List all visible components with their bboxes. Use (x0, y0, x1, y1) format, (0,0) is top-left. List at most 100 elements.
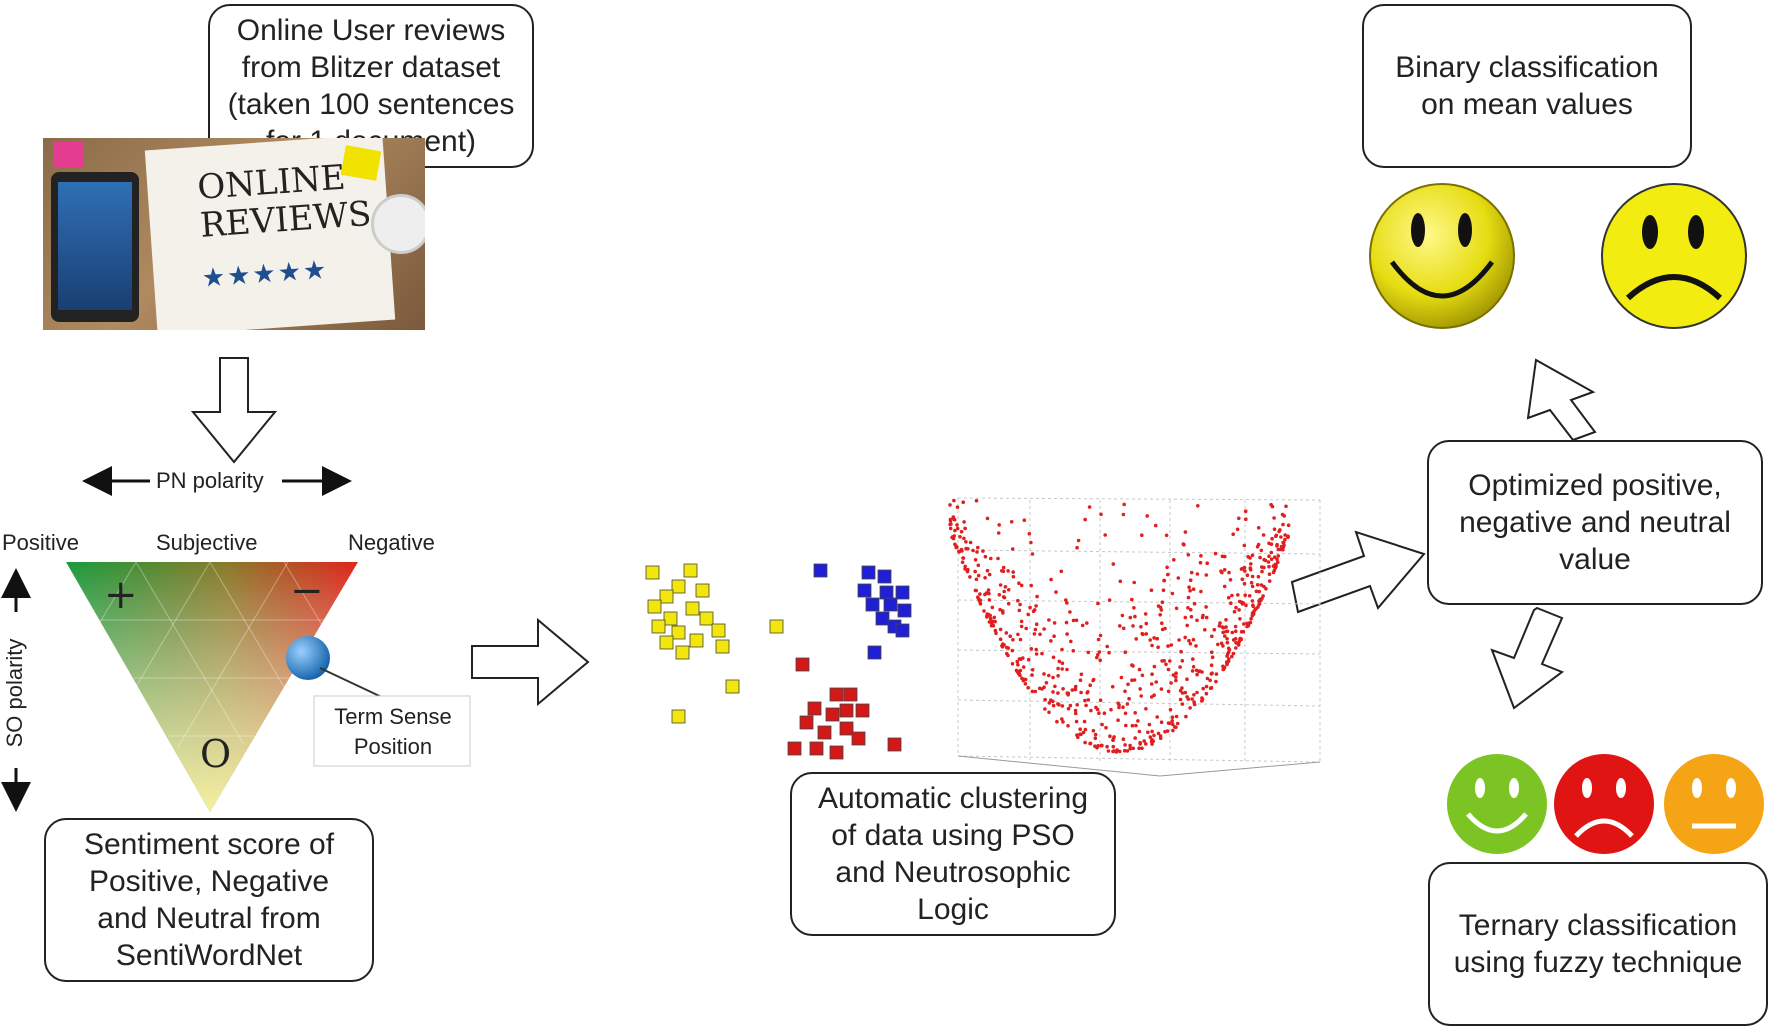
scatter-point (1073, 708, 1078, 713)
scatter-point (1148, 638, 1152, 642)
scatter-point (1112, 749, 1116, 753)
cluster-point (659, 589, 674, 604)
plus-sign: + (104, 572, 138, 618)
scatter-point (1180, 659, 1185, 663)
scatter-point (1276, 554, 1281, 558)
source-line: from Blitzer dataset (241, 51, 501, 84)
scatter-point (1043, 697, 1047, 702)
minus-sign: − (290, 568, 324, 614)
scatter-point (1150, 737, 1154, 742)
term-sense-label: Term Sense Position (316, 702, 470, 762)
scatter-point (1099, 512, 1103, 517)
scatter-point (1040, 651, 1044, 656)
scatter-point (1251, 603, 1255, 608)
scatter-point (963, 567, 967, 571)
scatter-point (1075, 733, 1079, 737)
scatter-point (1192, 693, 1196, 697)
term-sense-line: Position (353, 734, 433, 759)
cluster-point (799, 715, 814, 730)
scatter-point (1010, 547, 1015, 551)
sentiment-score-box: Sentiment score of Positive, Negative and … (44, 818, 374, 982)
scatter-point (1242, 581, 1247, 586)
scatter-point (1060, 704, 1065, 708)
scatter-point (955, 505, 960, 510)
scatter-point (1132, 580, 1136, 585)
red-sad-face-icon (1554, 754, 1654, 854)
scatter-point (1047, 701, 1052, 705)
scatter-point (962, 520, 966, 524)
scatter-point (1119, 675, 1124, 680)
scatter-point (1016, 598, 1020, 603)
scatter-point (1001, 565, 1006, 570)
scatter-point (960, 549, 964, 553)
scatter-point (1158, 734, 1163, 738)
scatter-point (1069, 639, 1073, 644)
scatter-point (1175, 721, 1180, 726)
scatter-point (978, 602, 983, 606)
scatter-point (1143, 612, 1148, 616)
scatter-point (1059, 569, 1064, 574)
scatter-point (1094, 705, 1098, 710)
scatter-point (1267, 554, 1271, 558)
down-arrow-icon (190, 357, 278, 464)
scatter-point (1144, 742, 1148, 746)
scatter-point (1272, 516, 1276, 520)
scatter-point (1109, 707, 1113, 712)
scatter-point (1204, 605, 1208, 609)
scatter-point (1236, 593, 1240, 597)
scatter-point (1073, 687, 1078, 692)
scatter-point (1153, 523, 1158, 528)
scatter-point (1137, 667, 1142, 672)
scatter-point (1074, 618, 1079, 623)
scatter-point (1098, 633, 1103, 638)
scatter-point (1242, 565, 1247, 570)
scatter-point (1186, 553, 1191, 557)
scatter-point (1118, 579, 1123, 584)
scatter-point (1121, 512, 1126, 517)
scatter-point (1122, 502, 1126, 507)
scatter-point (996, 556, 1000, 561)
cluster-point (839, 721, 854, 736)
scatter-point (1162, 578, 1167, 583)
scatter-point (998, 607, 1002, 612)
scatter-point (1195, 690, 1199, 695)
scatter-point (1098, 698, 1103, 703)
scatter-point (1034, 647, 1038, 652)
cluster-point (711, 623, 726, 638)
scatter-point (1267, 564, 1271, 569)
scatter-point (1250, 553, 1255, 558)
scatter-point (1086, 698, 1091, 702)
scatter-point (1093, 744, 1097, 748)
scatter-point (1105, 644, 1109, 649)
scatter-point (1057, 702, 1061, 707)
scatter-point (1204, 684, 1209, 689)
scatter-point (1269, 502, 1273, 507)
scatter-point (1283, 533, 1287, 537)
scatter-point (1004, 631, 1009, 635)
cluster-point (895, 585, 910, 600)
scatter-point (1282, 543, 1286, 548)
scatter-point (1162, 659, 1166, 663)
scatter-point (1226, 650, 1231, 654)
scatter-point (1150, 742, 1154, 746)
scatter-point (994, 631, 998, 635)
cluster-point (769, 619, 784, 634)
scatter-point (1203, 628, 1207, 632)
scatter-point (1145, 514, 1149, 518)
scatter-point (1264, 586, 1268, 591)
scatter-point (948, 517, 953, 522)
scatter-point (1190, 669, 1195, 673)
scatter-point (992, 615, 997, 620)
scatter-point (951, 515, 956, 519)
scatter-point (1096, 601, 1100, 606)
scatter-point (1130, 678, 1134, 682)
scatter-point (1172, 558, 1176, 562)
scatter-point (1191, 665, 1196, 669)
scatter-point (1138, 687, 1142, 691)
scatter-point (1245, 624, 1249, 629)
scatter-point (948, 503, 952, 507)
blue-cluster (813, 563, 912, 660)
scatter-point (1195, 618, 1199, 623)
scatter-point (1243, 509, 1248, 513)
scatter-point (1016, 663, 1020, 667)
